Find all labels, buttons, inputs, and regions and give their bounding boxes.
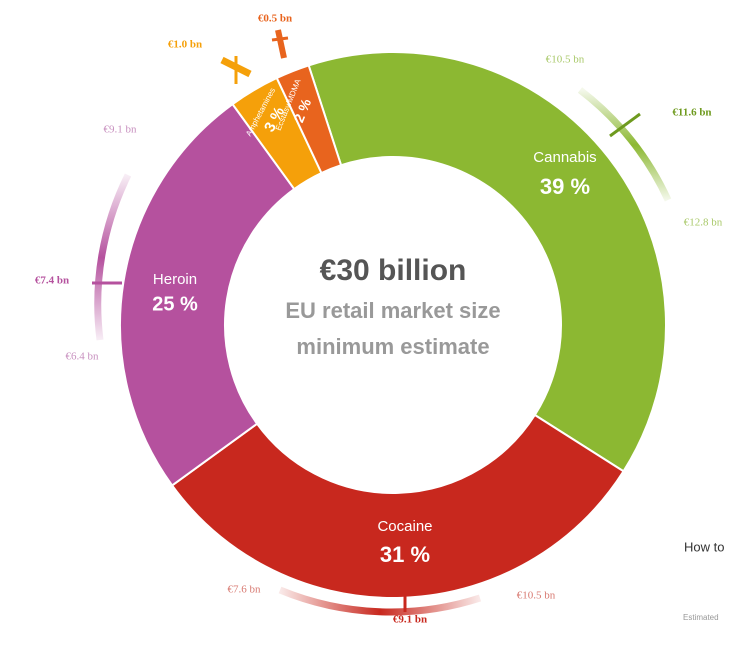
donut-segment bbox=[275, 64, 343, 175]
range-arc bbox=[94, 173, 132, 341]
segment-value: 31 % bbox=[380, 542, 430, 567]
donut-segment bbox=[170, 413, 625, 599]
range-arc bbox=[278, 586, 482, 616]
estimate-label: €6.4 bn bbox=[66, 351, 100, 363]
center-subtitle: EU retail market size bbox=[285, 298, 500, 323]
donut-segment bbox=[119, 102, 296, 487]
estimate-label: €9.1 bn bbox=[393, 614, 427, 626]
segment-label: Cannabis bbox=[533, 149, 596, 166]
range-tick bbox=[609, 112, 641, 138]
estimate-label: €7.6 bn bbox=[228, 584, 262, 596]
segment-value: 25 % bbox=[152, 293, 198, 315]
estimate-label: €1.0 bn bbox=[168, 39, 202, 51]
side-text: Estimated bbox=[683, 613, 719, 622]
center-title: €30 billion bbox=[320, 254, 467, 287]
estimate-label: €7.4 bn bbox=[35, 275, 69, 287]
segment-label: Cocaine bbox=[377, 518, 432, 535]
estimate-label: €12.8 bn bbox=[684, 217, 723, 229]
range-arc bbox=[577, 87, 672, 202]
segment-value: 39 % bbox=[540, 174, 590, 199]
estimate-label: €10.5 bn bbox=[546, 54, 585, 66]
estimate-label: €9.1 bn bbox=[104, 124, 138, 136]
estimate-label: €10.5 bn bbox=[517, 590, 556, 602]
center-subtitle: minimum estimate bbox=[296, 334, 489, 359]
estimate-label: €11.6 bn bbox=[672, 107, 711, 119]
range-tick bbox=[271, 36, 289, 42]
side-text: How to bbox=[684, 539, 724, 554]
estimate-label: €0.5 bn bbox=[258, 13, 292, 25]
segment-label: Heroin bbox=[153, 271, 197, 288]
donut-segment bbox=[307, 51, 667, 473]
range-tick bbox=[275, 29, 287, 59]
